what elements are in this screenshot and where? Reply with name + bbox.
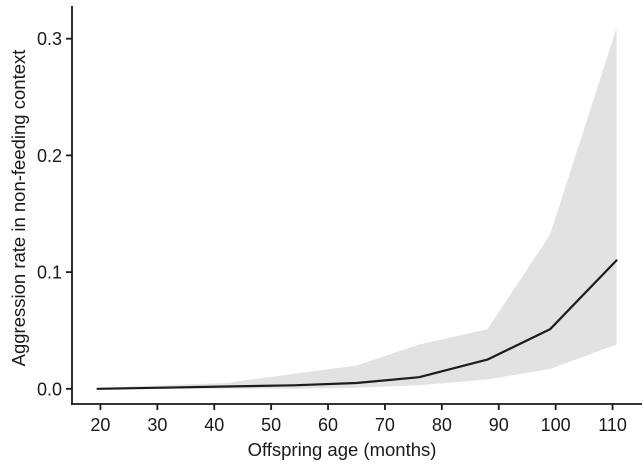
x-tick-label: 40 bbox=[204, 415, 224, 435]
y-tick-label: 0.1 bbox=[37, 263, 62, 283]
y-tick-label: 0.2 bbox=[37, 146, 62, 166]
x-axis-title: Offspring age (months) bbox=[248, 439, 437, 460]
y-tick-label: 0.0 bbox=[37, 379, 62, 399]
x-tick-label: 100 bbox=[541, 415, 571, 435]
fit-line-layer bbox=[96, 259, 618, 390]
y-tick-label: 0.3 bbox=[37, 29, 62, 49]
confidence-band-layer bbox=[97, 28, 617, 389]
x-tick-label: 60 bbox=[318, 415, 338, 435]
x-tick-label: 70 bbox=[375, 415, 395, 435]
x-tick-label: 30 bbox=[147, 415, 167, 435]
axis-layer: 20 30 40 50 60 70 80 90 100 110 0.0 0.1 0.2 0.3 bbox=[37, 6, 642, 435]
x-tick-label: 50 bbox=[261, 415, 281, 435]
x-tick-label: 20 bbox=[90, 415, 110, 435]
confidence-band bbox=[97, 28, 617, 389]
fit-line bbox=[96, 259, 618, 390]
y-axis-title: Aggression rate in non-feeding context bbox=[8, 50, 29, 367]
x-tick-label: 110 bbox=[598, 415, 627, 435]
x-tick-label: 80 bbox=[432, 415, 452, 435]
x-tick-label: 90 bbox=[489, 415, 509, 435]
